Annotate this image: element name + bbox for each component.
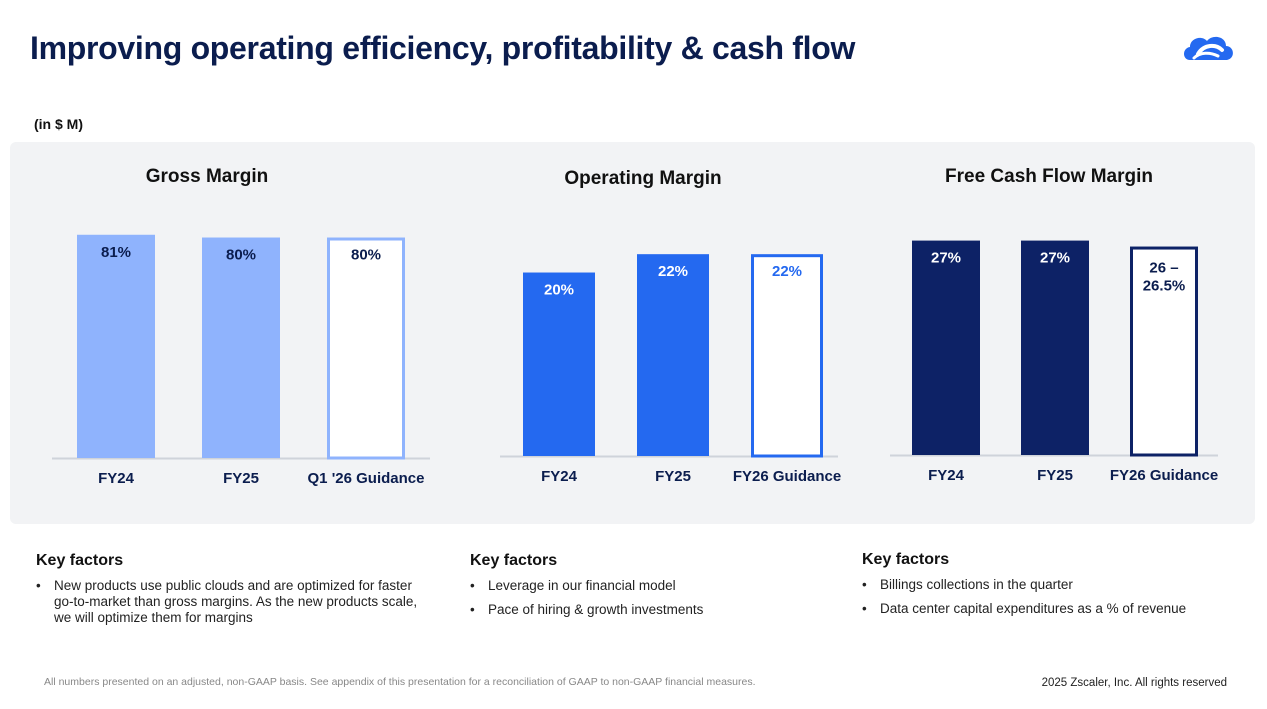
category-label: Q1 '26 Guidance	[308, 470, 425, 487]
bar	[523, 272, 595, 456]
bar-guidance	[1130, 246, 1198, 457]
category-label: FY24	[98, 470, 135, 487]
key-factors-heading: Key factors	[470, 552, 558, 569]
chart-operating: Operating Margin 20% FY24 22% FY25 22% FY26 Gu…	[500, 168, 841, 485]
value-label: 22%	[772, 263, 802, 280]
value-label: 26 –	[1149, 260, 1178, 277]
value-label: 26.5%	[1143, 278, 1186, 295]
bar-guidance	[327, 237, 405, 460]
value-label: 80%	[351, 247, 381, 264]
value-label: 80%	[226, 247, 256, 264]
value-label: 22%	[658, 263, 688, 280]
chart-gross: Gross Margin 81% FY24 80% FY25 80% Q1 '26 Guid…	[52, 166, 430, 487]
key-factors-fcf: Key factors Billings collections in the …	[862, 551, 1242, 625]
bar	[77, 234, 155, 458]
zscaler-logo-icon	[1184, 36, 1233, 60]
chart-title: Gross Margin	[146, 166, 268, 187]
bar	[1021, 240, 1089, 455]
key-factor-item: Pace of hiring & growth investments	[470, 602, 830, 618]
category-label: FY25	[223, 470, 259, 487]
bar-guidance	[751, 254, 823, 458]
bar	[637, 254, 709, 456]
key-factor-item: Data center capital expenditures as a % …	[862, 601, 1242, 617]
key-factors-operating: Key factors Leverage in our financial mo…	[470, 552, 830, 626]
key-factor-item: New products use public clouds and are o…	[36, 578, 426, 626]
category-label: FY26 Guidance	[1110, 467, 1218, 484]
key-factors-heading: Key factors	[36, 552, 124, 569]
units-label: (in $ M)	[34, 116, 83, 132]
key-factors-gross: Key factors New products use public clou…	[36, 552, 426, 634]
chart-fcf: Free Cash Flow Margin 27% FY24 27% FY25 26 –2…	[890, 166, 1218, 484]
key-factor-item: Leverage in our financial model	[470, 578, 830, 594]
value-label: 20%	[544, 282, 574, 299]
category-label: FY24	[541, 468, 578, 485]
category-label: FY25	[655, 468, 691, 485]
footer-copyright: 2025 Zscaler, Inc. All rights reserved	[1041, 677, 1227, 689]
category-label: FY24	[928, 467, 965, 484]
value-label: 27%	[931, 250, 961, 267]
chart-title: Operating Margin	[564, 168, 721, 189]
bar	[912, 240, 980, 455]
footer-note: All numbers presented on an adjusted, no…	[44, 676, 756, 688]
page-title: Improving operating efficiency, profitab…	[30, 30, 856, 66]
category-label: FY26 Guidance	[733, 468, 841, 485]
key-factor-item: Billings collections in the quarter	[862, 577, 1242, 593]
value-label: 81%	[101, 244, 131, 261]
key-factors-heading: Key factors	[862, 551, 950, 568]
bar	[202, 237, 280, 458]
value-label: 27%	[1040, 250, 1070, 267]
chart-title: Free Cash Flow Margin	[945, 166, 1153, 187]
category-label: FY25	[1037, 467, 1073, 484]
